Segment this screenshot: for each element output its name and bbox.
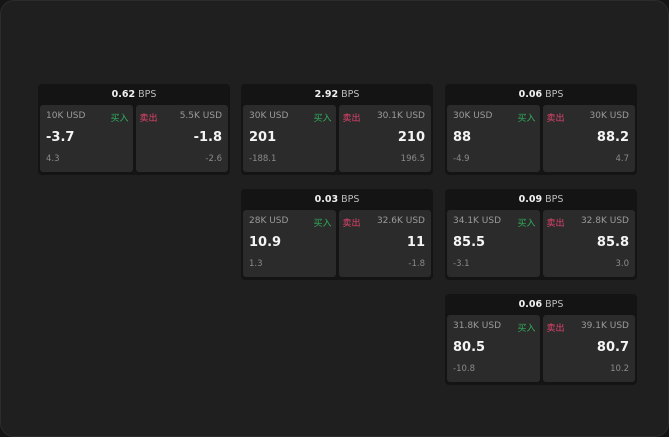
sell-tile[interactable]: 卖出 30K USD 88.2 4.7 bbox=[542, 105, 635, 172]
spread-unit: BPS bbox=[138, 89, 157, 100]
spread-value: 2.92 bbox=[314, 89, 339, 100]
spread-header: 2.92 BPS bbox=[241, 84, 433, 105]
spread-value: 0.06 bbox=[518, 89, 543, 100]
ask-size: 5.5K USD bbox=[179, 111, 222, 121]
sell-label: 卖出 bbox=[342, 219, 361, 229]
sell-label: 卖出 bbox=[342, 114, 361, 124]
spread-header: 0.06 BPS bbox=[445, 84, 637, 105]
sell-label: 卖出 bbox=[546, 324, 565, 334]
buy-label: 买入 bbox=[313, 114, 332, 124]
bid-change: 1.3 bbox=[249, 259, 263, 269]
bid-size: 34.1K USD bbox=[453, 216, 502, 226]
buy-tile[interactable]: 34.1K USD 买入 85.5 -3.1 bbox=[447, 210, 540, 277]
ask-change: 3.0 bbox=[615, 259, 629, 269]
spread-unit: BPS bbox=[545, 89, 564, 100]
buy-label: 买入 bbox=[313, 219, 332, 229]
bid-size: 30K USD bbox=[249, 111, 289, 121]
ask-price: 210 bbox=[397, 130, 425, 145]
spread-header: 0.06 BPS bbox=[445, 294, 637, 315]
bid-change: -4.9 bbox=[453, 154, 470, 164]
sell-tile[interactable]: 卖出 5.5K USD -1.8 -2.6 bbox=[135, 105, 228, 172]
quote-card: 0.06 BPS 31.8K USD 买入 80.5 -10.8 卖出 39.1… bbox=[445, 294, 637, 385]
bid-change: -10.8 bbox=[453, 364, 475, 374]
buy-label: 买入 bbox=[110, 114, 129, 124]
bid-price: 10.9 bbox=[249, 235, 282, 250]
spread-header: 0.62 BPS bbox=[38, 84, 230, 105]
ask-size: 39.1K USD bbox=[580, 321, 629, 331]
ask-change: -2.6 bbox=[205, 154, 222, 164]
buy-tile[interactable]: 28K USD 买入 10.9 1.3 bbox=[243, 210, 336, 277]
sell-tile[interactable]: 卖出 32.6K USD 11 -1.8 bbox=[338, 210, 431, 277]
bid-price: 85.5 bbox=[453, 235, 486, 250]
quote-card: 0.62 BPS 10K USD 买入 -3.7 4.3 卖出 5.5K USD… bbox=[38, 84, 230, 175]
bid-change: 4.3 bbox=[46, 154, 60, 164]
bid-price: 80.5 bbox=[453, 340, 486, 355]
ask-price: 80.7 bbox=[596, 340, 629, 355]
buy-tile[interactable]: 30K USD 买入 201 -188.1 bbox=[243, 105, 336, 172]
buy-label: 买入 bbox=[517, 324, 536, 334]
ask-size: 32.8K USD bbox=[580, 216, 629, 226]
bid-price: 201 bbox=[249, 130, 277, 145]
bid-change: -188.1 bbox=[249, 154, 277, 164]
quote-card: 2.92 BPS 30K USD 买入 201 -188.1 卖出 30.1K … bbox=[241, 84, 433, 175]
sell-label: 卖出 bbox=[546, 219, 565, 229]
bid-size: 30K USD bbox=[453, 111, 493, 121]
buy-label: 买入 bbox=[517, 114, 536, 124]
bid-size: 10K USD bbox=[46, 111, 86, 121]
sell-tile[interactable]: 卖出 30.1K USD 210 196.5 bbox=[338, 105, 431, 172]
spread-unit: BPS bbox=[341, 89, 360, 100]
ask-change: -1.8 bbox=[408, 259, 425, 269]
buy-label: 买入 bbox=[517, 219, 536, 229]
spread-unit: BPS bbox=[545, 299, 564, 310]
ask-price: -1.8 bbox=[193, 130, 222, 145]
bid-size: 31.8K USD bbox=[453, 321, 502, 331]
spread-value: 0.09 bbox=[518, 194, 543, 205]
ask-change: 196.5 bbox=[400, 154, 425, 164]
bid-price: 88 bbox=[453, 130, 472, 145]
ask-price: 88.2 bbox=[596, 130, 629, 145]
ask-size: 30K USD bbox=[589, 111, 629, 121]
ask-change: 10.2 bbox=[610, 364, 629, 374]
sell-label: 卖出 bbox=[139, 114, 158, 124]
quote-card: 0.09 BPS 34.1K USD 买入 85.5 -3.1 卖出 32.8K… bbox=[445, 189, 637, 280]
buy-tile[interactable]: 30K USD 买入 88 -4.9 bbox=[447, 105, 540, 172]
quote-card: 0.03 BPS 28K USD 买入 10.9 1.3 卖出 32.6K US… bbox=[241, 189, 433, 280]
bid-size: 28K USD bbox=[249, 216, 289, 226]
bid-price: -3.7 bbox=[46, 130, 75, 145]
ask-size: 32.6K USD bbox=[376, 216, 425, 226]
bid-change: -3.1 bbox=[453, 259, 470, 269]
spread-unit: BPS bbox=[545, 194, 564, 205]
sell-label: 卖出 bbox=[546, 114, 565, 124]
sell-tile[interactable]: 卖出 39.1K USD 80.7 10.2 bbox=[542, 315, 635, 382]
ask-size: 30.1K USD bbox=[376, 111, 425, 121]
ask-change: 4.7 bbox=[615, 154, 629, 164]
ask-price: 85.8 bbox=[596, 235, 629, 250]
buy-tile[interactable]: 10K USD 买入 -3.7 4.3 bbox=[40, 105, 133, 172]
sell-tile[interactable]: 卖出 32.8K USD 85.8 3.0 bbox=[542, 210, 635, 277]
quote-card: 0.06 BPS 30K USD 买入 88 -4.9 卖出 30K USD 8… bbox=[445, 84, 637, 175]
spread-header: 0.09 BPS bbox=[445, 189, 637, 210]
spread-value: 0.06 bbox=[518, 299, 543, 310]
spread-value: 0.03 bbox=[314, 194, 339, 205]
spread-header: 0.03 BPS bbox=[241, 189, 433, 210]
buy-tile[interactable]: 31.8K USD 买入 80.5 -10.8 bbox=[447, 315, 540, 382]
spread-unit: BPS bbox=[341, 194, 360, 205]
ask-price: 11 bbox=[406, 235, 425, 250]
spread-value: 0.62 bbox=[111, 89, 136, 100]
